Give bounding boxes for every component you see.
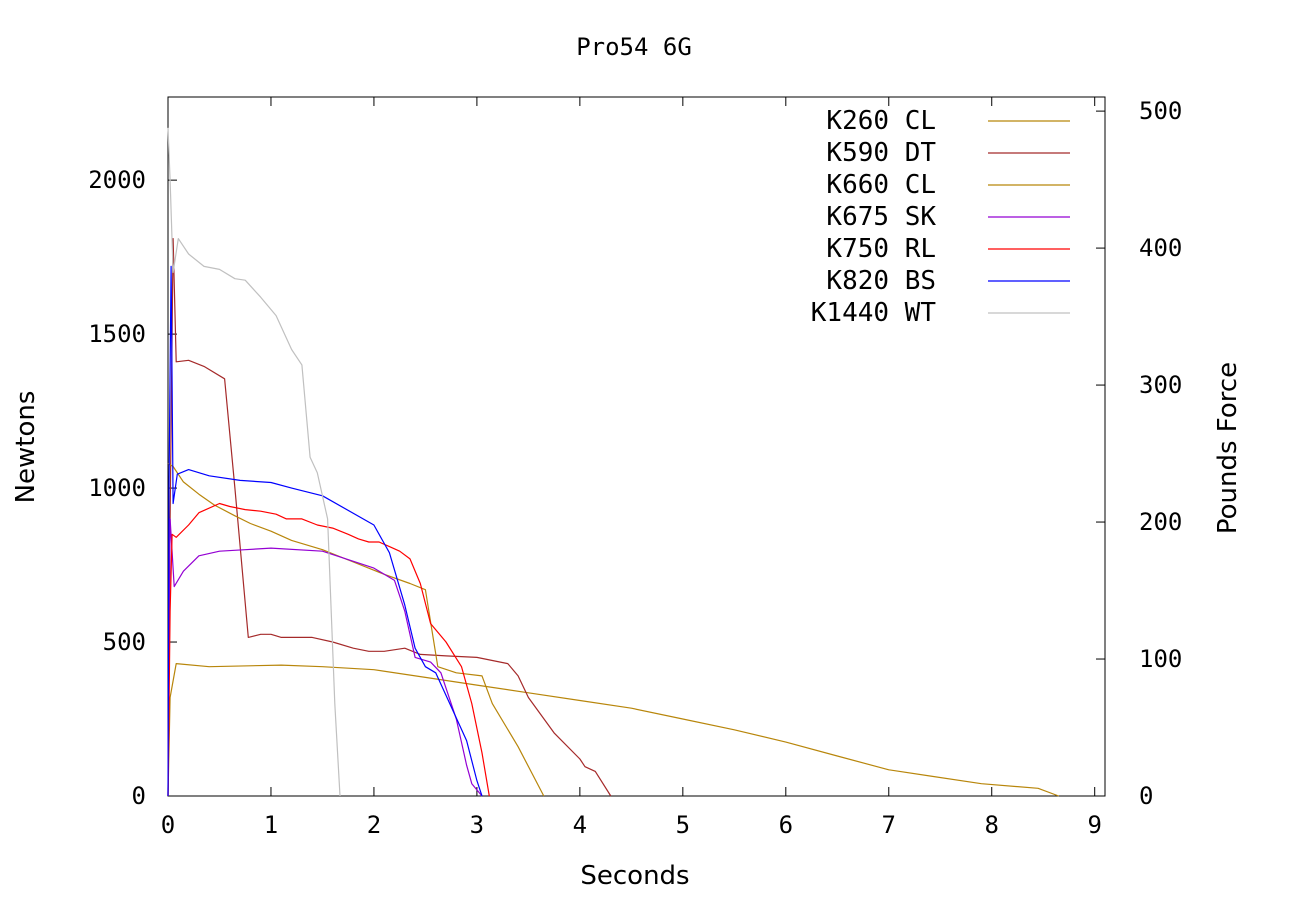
series-layer: [167, 127, 1059, 797]
series-line-k1440-wt: [167, 127, 341, 797]
y-axis-label: Newtons: [11, 391, 41, 504]
x-tick-label: 8: [985, 811, 999, 839]
y-axis-left: 0 500 1000 1500 2000: [88, 166, 177, 810]
y2-tick-label: 0: [1139, 782, 1153, 810]
x-tick-label: 1: [264, 811, 278, 839]
y2-tick-label: 400: [1139, 234, 1182, 262]
series-line-k260-cl: [167, 662, 1059, 797]
plot-frame: [167, 96, 1106, 797]
y-tick-label: 1000: [88, 474, 146, 502]
x-axis-label: Seconds: [580, 861, 689, 891]
legend-label-k260-cl: K260 CL: [826, 106, 936, 136]
y-tick-label: 2000: [88, 166, 146, 194]
x-axis: 0 1 2 3 4 5 6 7 8 9: [161, 97, 1102, 839]
legend-label-k1440-wt: K1440 WT: [811, 298, 937, 328]
y2-tick-label: 100: [1139, 645, 1182, 673]
y2-tick-label: 500: [1139, 97, 1182, 125]
y-tick-label: 1500: [88, 320, 146, 348]
legend-label-k750-rl: K750 RL: [826, 234, 936, 264]
legend-label-k590-dt: K590 DT: [826, 138, 936, 168]
y-tick-label: 0: [132, 782, 146, 810]
series-line-k660-cl: [167, 462, 545, 797]
x-tick-label: 6: [779, 811, 793, 839]
x-tick-label: 5: [676, 811, 690, 839]
y-axis-right: 0 100 200 300 400 500: [1096, 97, 1182, 810]
chart-title: Pro54 6G: [576, 33, 692, 61]
x-tick-label: 3: [470, 811, 484, 839]
x-tick-label: 2: [367, 811, 381, 839]
x-tick-label: 4: [573, 811, 587, 839]
series-line-k590-dt: [167, 238, 612, 797]
x-tick-label: 0: [161, 811, 175, 839]
y2-tick-label: 200: [1139, 508, 1182, 536]
legend-label-k675-sk: K675 SK: [826, 202, 936, 232]
y2-axis-label: Pounds Force: [1213, 362, 1243, 534]
x-tick-label: 9: [1087, 811, 1101, 839]
x-tick-label: 7: [882, 811, 896, 839]
series-line-k750-rl: [167, 502, 490, 797]
y2-tick-label: 300: [1139, 371, 1182, 399]
series-line-k675-sk: [167, 518, 483, 797]
y-tick-label: 500: [103, 628, 146, 656]
series-line-k820-bs: [167, 265, 483, 797]
legend-label-k820-bs: K820 BS: [826, 266, 936, 296]
legend-label-k660-cl: K660 CL: [826, 170, 936, 200]
